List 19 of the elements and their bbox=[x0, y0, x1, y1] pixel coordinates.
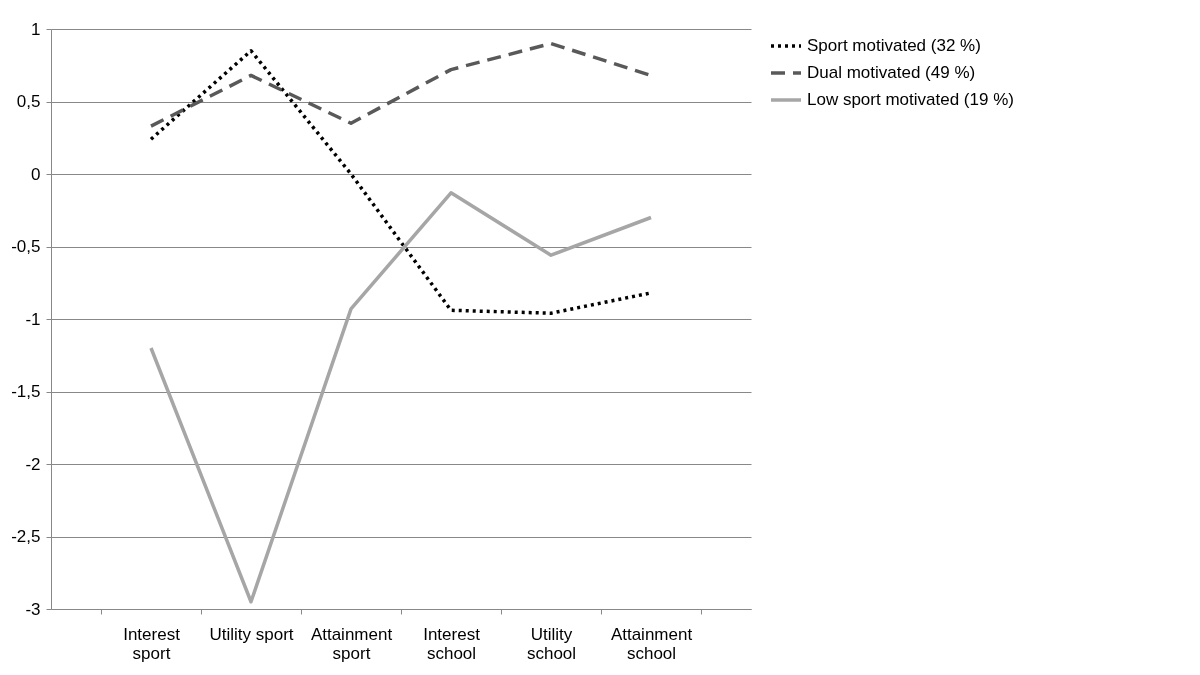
y-tick-label: 0,5 bbox=[16, 92, 41, 111]
y-tick-label: -2 bbox=[25, 454, 41, 474]
legend-label: Low sport motivated (19 %) bbox=[807, 90, 1014, 109]
y-tick-label: -2,5 bbox=[11, 527, 41, 546]
legend-label: Sport motivated (32 %) bbox=[807, 36, 981, 55]
y-tick-label: 0 bbox=[31, 164, 41, 184]
y-tick-label: -1,5 bbox=[11, 382, 41, 401]
x-tick-label: Attainment sport bbox=[310, 624, 393, 663]
line-series bbox=[149, 191, 653, 604]
legend-label: Dual motivated (49 %) bbox=[807, 63, 976, 82]
x-tick-label: Interest sport bbox=[123, 624, 181, 663]
y-tick-label: 1 bbox=[31, 19, 41, 39]
x-tick-label: Utility school bbox=[526, 624, 577, 663]
y-tick-label: -0,5 bbox=[11, 237, 41, 256]
y-tick-label: -1 bbox=[25, 309, 41, 329]
x-tick-label: Attainment school bbox=[610, 624, 693, 663]
x-tick-label: Utility sport bbox=[209, 624, 294, 644]
y-tick-label: -3 bbox=[25, 599, 41, 619]
x-tick-label: Interest school bbox=[423, 624, 481, 663]
